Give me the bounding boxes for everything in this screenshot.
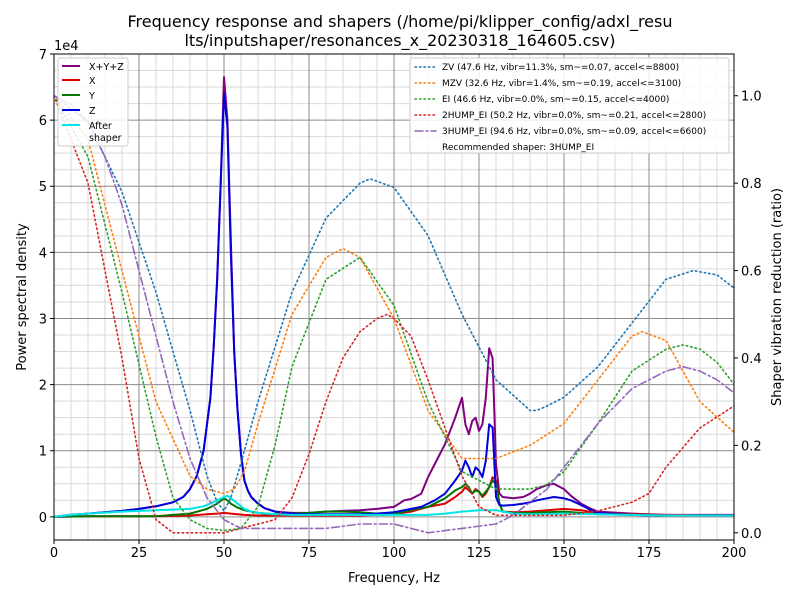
legend-psd-label: Y: [88, 91, 95, 102]
y-tick-label: 1: [39, 445, 47, 460]
y2-axis-label: Shaper vibration reduction (ratio): [770, 188, 785, 406]
legend-shaper-label: EI (46.6 Hz, vibr=0.0%, sm~=0.15, accel<…: [442, 95, 669, 105]
x-tick-label: 125: [467, 546, 492, 561]
legend-psd-label: Z: [89, 106, 96, 117]
legend-psd-label: X: [89, 76, 96, 87]
legend-psd-label: shaper: [89, 133, 122, 144]
x-axis-label: Frequency, Hz: [348, 571, 440, 586]
shaper-line-0: [54, 94, 734, 513]
x-tick-label: 0: [50, 546, 58, 561]
legend-shaper-box: [409, 57, 730, 154]
shaper-line-3: [54, 94, 734, 534]
shaper-series-layer: [54, 94, 734, 534]
y-tick-label: 6: [39, 114, 47, 129]
shaper-line-4: [54, 94, 734, 534]
shaper-line-2: [54, 94, 734, 532]
y2-tick-label: 0.4: [741, 352, 762, 367]
axes: 0 25 50 75 100 125 150 175 200 0 1 2 3 4 5 6 7 0.0 0.2 0.4 0…: [39, 48, 762, 561]
legend-shaper-label: 3HUMP_EI (94.6 Hz, vibr=0.0%, sm~=0.09, …: [442, 127, 706, 137]
y-offset-label: 1e4: [54, 39, 79, 54]
y2-tick-label: 0.8: [741, 177, 762, 192]
x-tick-label: 75: [301, 546, 318, 561]
shaper-line-1: [54, 94, 734, 495]
y-tick-label: 0: [39, 511, 47, 526]
y-tick-label: 5: [39, 180, 47, 195]
psd-line-4: [54, 494, 734, 518]
y-tick-label: 2: [39, 379, 47, 394]
y2-tick-label: 0.6: [741, 265, 762, 280]
y-tick-label: 7: [39, 48, 47, 63]
psd-line-1: [54, 476, 734, 518]
y2-tick-label: 0.2: [741, 439, 762, 454]
psd-line-2: [54, 479, 734, 518]
y-axis-label: Power spectral density: [15, 223, 30, 371]
legend-shaper-label: 2HUMP_EI (50.2 Hz, vibr=0.0%, sm~=0.21, …: [442, 111, 706, 121]
x-tick-label: 25: [131, 546, 148, 561]
legend-psd-label: After: [89, 121, 112, 132]
chart-title-line1: Frequency response and shapers (/home/pi…: [127, 12, 672, 32]
psd-line-3: [54, 92, 734, 518]
legend-psd-label: X+Y+Z: [89, 62, 124, 73]
x-tick-label: 100: [382, 546, 407, 561]
legend-shaper-label: MZV (32.6 Hz, vibr=1.4%, sm~=0.19, accel…: [442, 79, 681, 89]
legend-shaper-label: ZV (47.6 Hz, vibr=11.3%, sm~=0.07, accel…: [442, 63, 679, 73]
psd-series-layer: [54, 76, 734, 518]
y2-tick-label: 1.0: [741, 90, 762, 105]
y2-tick-label: 0.0: [741, 527, 762, 542]
legend-shapers: ZV (47.6 Hz, vibr=11.3%, sm~=0.07, accel…: [409, 57, 730, 154]
x-tick-label: 50: [216, 546, 233, 561]
y-tick-label: 4: [39, 246, 47, 261]
x-tick-label: 200: [722, 546, 747, 561]
legend-recommended-shaper: Recommended shaper: 3HUMP_EI: [442, 143, 594, 153]
x-tick-label: 175: [637, 546, 662, 561]
chart-title-line2: lts/inputshaper/resonances_x_20230318_16…: [184, 31, 615, 51]
y-tick-label: 3: [39, 312, 47, 327]
x-tick-label: 150: [552, 546, 577, 561]
